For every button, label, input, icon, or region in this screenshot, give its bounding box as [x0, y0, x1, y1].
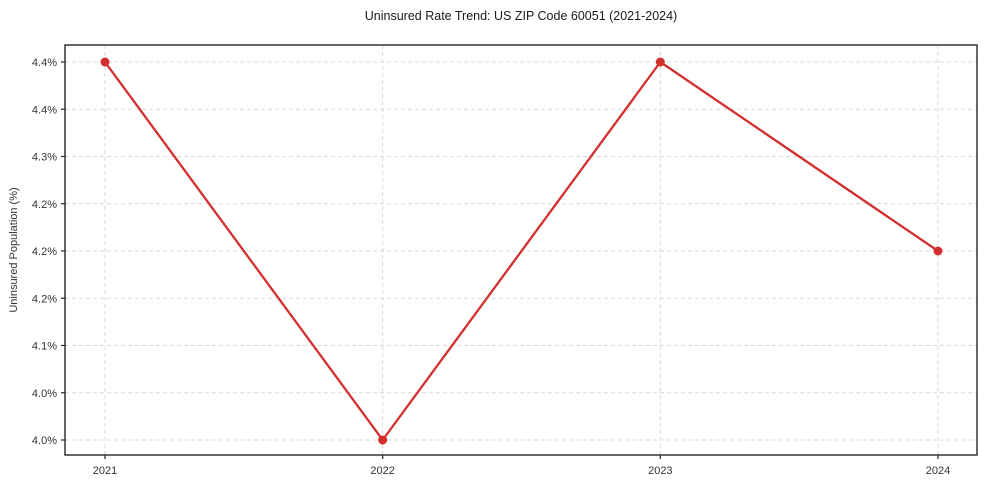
y-tick-label: 4.2%	[32, 246, 57, 258]
y-tick-label: 4.2%	[32, 199, 57, 211]
chart-title: Uninsured Rate Trend: US ZIP Code 60051 …	[364, 9, 678, 23]
plot-border	[64, 44, 978, 456]
x-tick-label: 2022	[370, 465, 394, 477]
x-tick-label: 2024	[926, 465, 950, 477]
x-tick-label: 2021	[93, 465, 117, 477]
data-point-2022	[378, 435, 388, 445]
y-tick-label: 4.2%	[32, 293, 57, 305]
y-tick-label: 4.4%	[32, 57, 57, 69]
data-point-2024	[933, 246, 943, 256]
trend-line	[103, 60, 940, 442]
x-tick-label: 2023	[648, 465, 672, 477]
y-tick-label: 4.0%	[32, 388, 57, 400]
data-point-2023	[655, 57, 665, 67]
y-tick-label: 4.0%	[32, 435, 57, 447]
y-tick-label: 4.4%	[32, 104, 57, 116]
y-tick-label: 4.3%	[32, 152, 57, 164]
y-tick-label: 4.1%	[32, 341, 57, 353]
data-point-2021	[100, 57, 110, 67]
